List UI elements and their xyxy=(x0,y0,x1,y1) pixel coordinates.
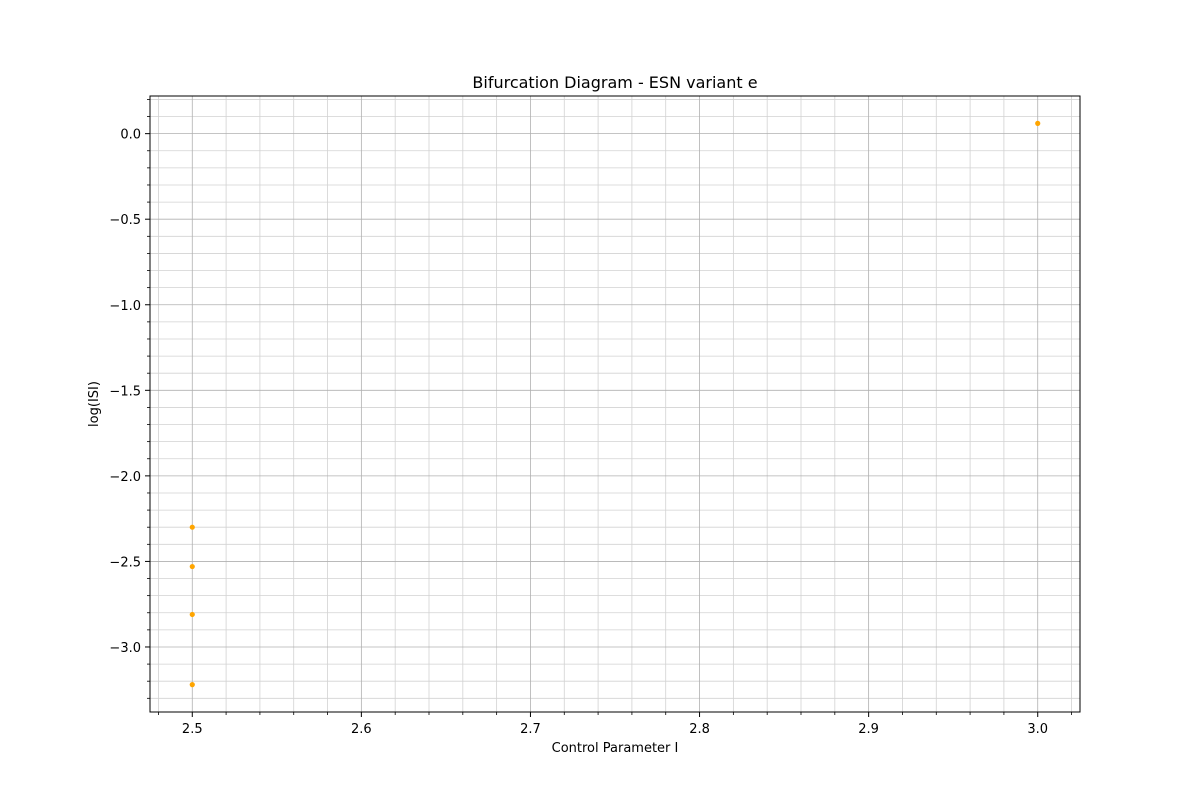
y-tick-label: −1.0 xyxy=(109,299,141,314)
data-point xyxy=(189,611,195,618)
x-tick-label: 2.8 xyxy=(689,722,710,737)
y-tick-label: −3.0 xyxy=(109,641,141,656)
data-point xyxy=(189,682,195,688)
y-axis-ticks: 0.0 −0.5 −1.0 −1.5 −2.0 −2.5 −3.0 xyxy=(109,99,150,699)
axes-frame xyxy=(149,95,1081,713)
data-points xyxy=(189,120,1041,688)
y-tick-label: −2.5 xyxy=(109,555,141,570)
y-tick-label: −2.0 xyxy=(109,470,141,485)
x-tick-label: 3.0 xyxy=(1027,722,1048,737)
minor-grid xyxy=(150,96,1080,712)
x-axis-label: Control Parameter I xyxy=(552,741,679,756)
x-tick-label: 2.6 xyxy=(351,722,372,737)
x-tick-label: 2.7 xyxy=(520,722,541,737)
chart-title: Bifurcation Diagram - ESN variant e xyxy=(472,73,757,92)
y-tick-label: −0.5 xyxy=(109,213,141,228)
y-tick-label: 0.0 xyxy=(120,128,141,143)
y-axis-label: log(ISI) xyxy=(87,381,102,427)
data-point xyxy=(1035,120,1041,126)
x-tick-label: 2.9 xyxy=(858,722,879,737)
x-axis-ticks: 2.5 2.6 2.7 2.8 2.9 3.0 xyxy=(158,712,1072,737)
y-tick-label: −1.5 xyxy=(109,384,141,399)
x-tick-label: 2.5 xyxy=(182,722,203,737)
data-point xyxy=(189,563,195,570)
major-grid xyxy=(150,96,1080,712)
data-point xyxy=(189,524,195,530)
